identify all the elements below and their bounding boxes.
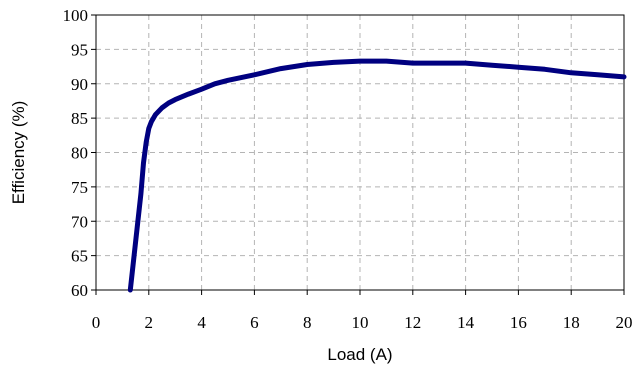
x-tick-label: 12 xyxy=(404,313,421,332)
y-tick-label: 100 xyxy=(63,6,89,25)
x-axis-ticks: 0 2 4 6 8 10 12 14 16 18 20 xyxy=(92,290,633,332)
x-tick-label: 10 xyxy=(352,313,369,332)
x-tick-label: 4 xyxy=(197,313,206,332)
series-layer xyxy=(127,58,627,293)
y-tick-label: 95 xyxy=(71,40,88,59)
y-tick-label: 90 xyxy=(71,75,88,94)
x-tick-label: 8 xyxy=(303,313,312,332)
y-axis-ticks: 60 65 70 75 80 85 90 95 100 xyxy=(63,6,96,300)
x-tick-label: 16 xyxy=(510,313,527,332)
y-tick-label: 80 xyxy=(71,144,88,163)
y-axis-label: Efficiency (%) xyxy=(9,101,28,205)
x-axis-label: Load (A) xyxy=(327,345,392,364)
x-tick-label: 18 xyxy=(563,313,580,332)
y-tick-label: 75 xyxy=(71,178,88,197)
x-tick-label: 14 xyxy=(457,313,475,332)
y-tick-label: 70 xyxy=(71,212,88,231)
x-tick-label: 6 xyxy=(250,313,259,332)
efficiency-series-line xyxy=(127,58,627,293)
x-tick-label: 0 xyxy=(92,313,101,332)
y-tick-label: 85 xyxy=(71,109,88,128)
x-tick-label: 2 xyxy=(145,313,154,332)
grid-lines xyxy=(96,15,624,290)
y-tick-label: 60 xyxy=(71,281,88,300)
x-tick-label: 20 xyxy=(616,313,633,332)
y-tick-label: 65 xyxy=(71,247,88,266)
